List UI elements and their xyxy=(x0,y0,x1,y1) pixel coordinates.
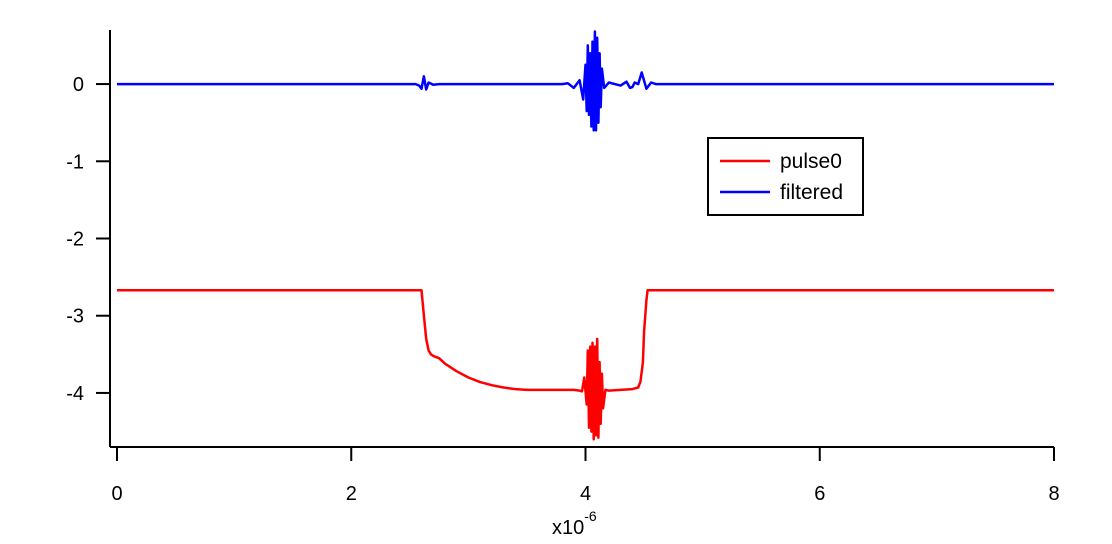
legend-box xyxy=(707,137,864,216)
x-ticks: 0 2 4 6 8 xyxy=(111,447,1060,505)
x-tick-label-3: 6 xyxy=(814,483,825,505)
y-tick-label-0: 0 xyxy=(73,74,84,96)
y-tick-label-2: -2 xyxy=(66,229,84,251)
x-tick-label-2: 4 xyxy=(580,483,591,505)
legend-label-pulse0: pulse0 xyxy=(780,150,842,173)
series-line-pulse0 xyxy=(117,288,1054,441)
series-layer xyxy=(117,30,1054,441)
legend: pulse0 filtered xyxy=(707,137,864,216)
y-tick-label-4: -4 xyxy=(66,383,84,405)
series-line-filtered xyxy=(117,30,1054,132)
x-multiplier-exponent: -6 xyxy=(584,508,597,524)
y-ticks: 0 -1 -2 -3 -4 xyxy=(66,74,110,405)
y-tick-label-3: -3 xyxy=(66,306,84,328)
x-tick-label-4: 8 xyxy=(1048,483,1059,505)
legend-label-filtered: filtered xyxy=(780,181,843,204)
x-tick-label-0: 0 xyxy=(111,483,122,505)
x-multiplier-base: x10 xyxy=(552,517,584,539)
x-tick-label-1: 2 xyxy=(346,483,357,505)
x-multiplier-label: x10-6 xyxy=(552,508,597,539)
y-tick-label-1: -1 xyxy=(66,151,84,173)
